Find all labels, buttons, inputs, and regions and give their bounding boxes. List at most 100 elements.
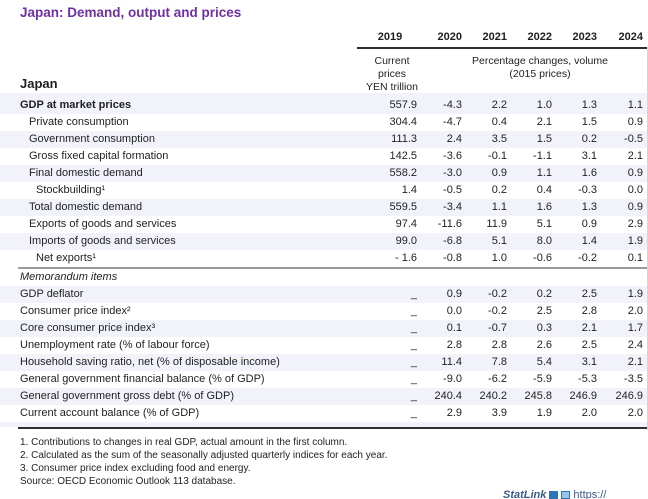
cell-2020: [417, 269, 462, 286]
cell-2019: _: [410, 407, 417, 419]
statlink-label[interactable]: StatLink: [503, 489, 547, 499]
row-label: Net exports¹: [36, 252, 96, 264]
cell-2023: 1.6: [581, 167, 597, 179]
cell-2019: _: [410, 288, 417, 300]
cell-2019: 99.0: [395, 235, 417, 247]
table-row: Unemployment rate (% of labour force) _ 2.…: [0, 337, 648, 354]
cell-2022: [507, 269, 552, 286]
table-row: Final domestic demand 558.2 -3.0 0.9 1.1 1.6 0…: [0, 165, 648, 182]
cell-2021: -0.1: [488, 150, 507, 162]
row-label: Memorandum items: [20, 271, 118, 283]
statlink-table-icon: [549, 491, 559, 499]
statlink-url[interactable]: https://: [573, 489, 607, 499]
cell-2022: 1.0: [536, 99, 552, 111]
unit-current-prices: Current prices YEN trillion: [337, 49, 423, 94]
cell-2020: 11.4: [441, 356, 462, 368]
cell-2019: 111.3: [391, 133, 417, 145]
table-row: Gross fixed capital formation 142.5 -3.6 -0…: [0, 148, 648, 165]
cell-2020: -3.6: [443, 150, 462, 162]
footnotes: 1. Contributions to changes in real GDP,…: [20, 436, 648, 488]
cell-2022: 1.9: [536, 407, 552, 419]
cell-2022: -1.1: [533, 150, 552, 162]
cell-2024: 246.9: [615, 390, 643, 402]
footnote-3: 3. Consumer price index excluding food a…: [20, 463, 251, 474]
cell-2024: 1.9: [627, 288, 643, 300]
region-label: Japan: [20, 76, 58, 91]
source-note: Source: OECD Economic Outlook 113 databa…: [20, 476, 236, 487]
table-row: General government gross debt (% of GDP)…: [0, 388, 648, 405]
table-section-memorandum: Memorandum items GDP deflator _ 0.9 -0.2 0.2 2…: [0, 269, 648, 422]
row-label: Gross fixed capital formation: [29, 150, 169, 162]
cell-2020: 240.4: [434, 390, 462, 402]
cell-2024: [597, 269, 643, 286]
cell-2020: -9.0: [443, 373, 462, 385]
row-label: Final domestic demand: [29, 167, 143, 179]
table-row: Government consumption 111.3 2.4 3.5 1.5 0.2 -…: [0, 131, 648, 148]
year-header-2021: 2021: [482, 31, 507, 43]
cell-2022: 1.6: [536, 201, 552, 213]
unit-header-row: Japan Current prices YEN trillion Percen…: [0, 49, 648, 93]
footnote-1: 1. Contributions to changes in real GDP,…: [20, 437, 348, 448]
row-label: Exports of goods and services: [29, 218, 177, 230]
cell-2021: 3.9: [491, 407, 507, 419]
cell-2024: 2.1: [627, 150, 643, 162]
row-label: Imports of goods and services: [29, 235, 176, 247]
cell-2022: 1.5: [536, 133, 552, 145]
row-label: Household saving ratio, net (% of dispos…: [20, 356, 280, 368]
cell-2022: 2.1: [536, 116, 552, 128]
cell-2023: 3.1: [581, 356, 597, 368]
cell-2023: 2.8: [581, 305, 597, 317]
cell-2021: 2.2: [491, 99, 507, 111]
row-label: Consumer price index²: [20, 305, 131, 317]
table-top-strip: [0, 93, 648, 97]
cell-2021: -6.2: [488, 373, 507, 385]
year-header-2023: 2023: [572, 31, 597, 43]
cell-2021: -0.2: [488, 305, 507, 317]
row-label: Current account balance (% of GDP): [20, 407, 200, 419]
cell-2021: 3.5: [491, 133, 507, 145]
cell-2020: 2.4: [446, 133, 462, 145]
cell-2021: 2.8: [491, 339, 507, 351]
row-label: GDP at market prices: [20, 99, 132, 111]
statlink[interactable]: StatLink https://: [503, 489, 606, 499]
cell-2021: [462, 269, 507, 286]
year-header-2020: 2020: [437, 31, 462, 43]
cell-2020: 0.0: [446, 305, 462, 317]
unit-percentage-line1: Percentage changes, volume: [471, 55, 608, 67]
cell-2019: 1.4: [401, 184, 417, 196]
table-row: Private consumption 304.4 -4.7 0.4 2.1 1.5 0.9: [0, 114, 648, 131]
statlink-chart-icon: [561, 491, 571, 499]
table-row: Stockbuilding¹ 1.4 -0.5 0.2 0.4 -0.3 0.0: [0, 182, 648, 199]
cell-2020: -3.0: [443, 167, 462, 179]
memorandum-divider-rule: [18, 267, 648, 269]
table-row: Imports of goods and services 99.0 -6.8 5.1…: [0, 233, 648, 250]
year-header-rule: [357, 47, 648, 49]
cell-2024: 0.0: [627, 184, 643, 196]
cell-2022: 5.1: [536, 218, 552, 230]
table-row: Total domestic demand 559.5 -3.4 1.1 1.6 1.3 0…: [0, 199, 648, 216]
cell-2020: -0.5: [443, 184, 462, 196]
table-bottom-rule: [18, 427, 648, 429]
cell-2023: -0.2: [578, 252, 597, 264]
row-label: Government consumption: [29, 133, 155, 145]
cell-2023: 1.4: [581, 235, 597, 247]
cell-2024: 0.9: [627, 201, 643, 213]
year-header-2024: 2024: [618, 31, 643, 43]
cell-2020: 0.9: [446, 288, 462, 300]
cell-2023: 2.0: [581, 407, 597, 419]
cell-2024: 1.9: [627, 235, 643, 247]
cell-2024: 2.9: [627, 218, 643, 230]
cell-2019: _: [410, 305, 417, 317]
cell-2022: 0.3: [536, 322, 552, 334]
cell-2024: 2.0: [627, 305, 643, 317]
row-label: General government gross debt (% of GDP): [20, 390, 234, 402]
cell-2023: 2.5: [581, 339, 597, 351]
cell-2021: 0.9: [491, 167, 507, 179]
cell-2024: 0.9: [627, 167, 643, 179]
cell-2024: 0.1: [627, 252, 643, 264]
footnote-2: 2. Calculated as the sum of the seasonal…: [20, 450, 388, 461]
cell-2024: 0.9: [627, 116, 643, 128]
cell-2022: 5.4: [536, 356, 552, 368]
table-row: General government financial balance (% …: [0, 371, 648, 388]
